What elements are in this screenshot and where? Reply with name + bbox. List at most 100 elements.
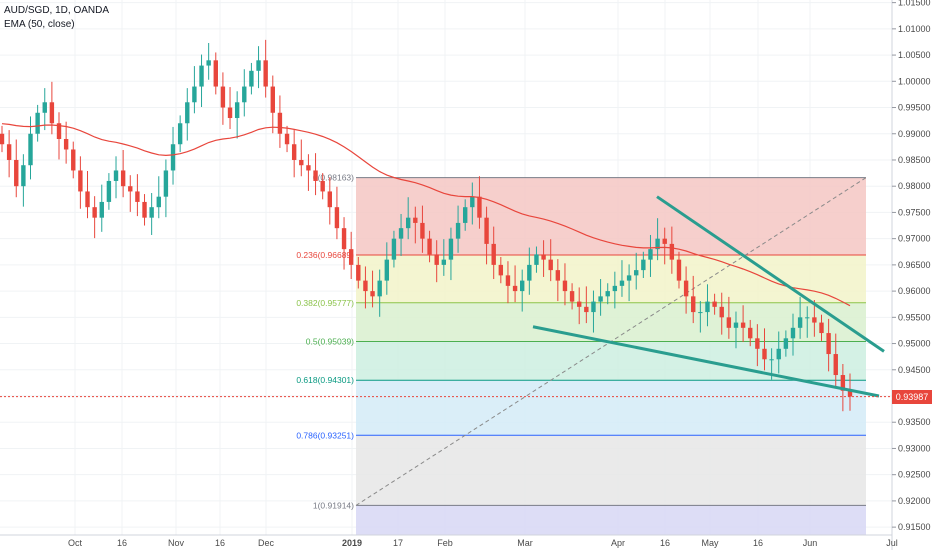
candle-body bbox=[662, 238, 667, 244]
candle-body bbox=[420, 222, 425, 239]
candle-body bbox=[313, 170, 318, 181]
time-tick-label: 16 bbox=[753, 538, 763, 548]
candle-body bbox=[213, 60, 218, 87]
price-tick-label: 1.01500 bbox=[898, 0, 931, 8]
candle-body bbox=[256, 60, 261, 71]
candle-body bbox=[242, 86, 247, 103]
price-tick-label: 0.91500 bbox=[898, 522, 931, 532]
time-tick-label: Oct bbox=[68, 538, 83, 548]
price-tick-label: 0.94500 bbox=[898, 365, 931, 375]
candle-body bbox=[641, 259, 646, 271]
candle-body bbox=[520, 280, 525, 292]
candle-body bbox=[648, 249, 653, 260]
chart-legend: AUD/SGD, 1D, OANDA EMA (50, close) bbox=[4, 4, 109, 32]
price-tick-label: 0.98000 bbox=[898, 181, 931, 191]
time-tick-label: Apr bbox=[611, 538, 625, 548]
candle-body bbox=[391, 238, 397, 260]
candle-body bbox=[562, 280, 568, 292]
candle-body bbox=[484, 217, 489, 244]
candle-body bbox=[99, 201, 104, 218]
fib-level-label: 1(0.91914) bbox=[313, 500, 354, 510]
fib-band bbox=[356, 505, 866, 535]
candle-body bbox=[63, 138, 69, 150]
candle-body bbox=[577, 301, 582, 307]
candle-body bbox=[142, 201, 147, 218]
time-tick-label: Dec bbox=[258, 538, 275, 548]
candle-body bbox=[819, 322, 824, 334]
candle-body bbox=[384, 259, 390, 281]
time-tick-label: 16 bbox=[215, 538, 225, 548]
candle-body bbox=[847, 390, 853, 397]
time-tick-label: 2019 bbox=[342, 538, 362, 548]
candle-body bbox=[113, 170, 119, 181]
candle-body bbox=[284, 133, 290, 145]
fib-level-label: 0.5(0.95039) bbox=[306, 337, 354, 347]
candle-body bbox=[712, 301, 717, 307]
candle-body bbox=[683, 280, 689, 297]
candle-body bbox=[427, 238, 432, 255]
time-tick-label: Feb bbox=[437, 538, 453, 548]
ema-indicator-label: EMA (50, close) bbox=[4, 19, 75, 30]
candle-body bbox=[6, 144, 12, 160]
candle-body bbox=[185, 102, 190, 124]
candle-body bbox=[263, 60, 268, 87]
candle-body bbox=[541, 254, 546, 260]
candle-body bbox=[348, 249, 354, 265]
price-tick-label: 0.97500 bbox=[898, 207, 931, 217]
candle-body bbox=[227, 107, 233, 119]
candle-body bbox=[163, 170, 169, 197]
candle-body bbox=[548, 259, 553, 271]
candle-body bbox=[598, 296, 603, 302]
candle-body bbox=[405, 217, 411, 229]
candle-body bbox=[534, 254, 539, 265]
candle-body bbox=[177, 123, 183, 145]
fib-band bbox=[356, 302, 866, 342]
fib-level-label: 0.618(0.94301) bbox=[296, 375, 354, 385]
candle-body bbox=[769, 359, 774, 361]
candle-body bbox=[740, 322, 746, 328]
candle-body bbox=[370, 291, 375, 297]
candle-body bbox=[477, 196, 482, 218]
candle-body bbox=[334, 207, 340, 229]
candle-body bbox=[327, 191, 332, 208]
candle-body bbox=[71, 149, 76, 171]
candle-body bbox=[42, 102, 47, 113]
fib-band bbox=[356, 254, 866, 303]
candle-body bbox=[56, 123, 62, 139]
fib-level-label: 0.236(0.96689) bbox=[296, 250, 354, 260]
candle-body bbox=[192, 86, 197, 103]
candle-body bbox=[705, 301, 710, 313]
candle-body bbox=[120, 170, 126, 187]
candle-body bbox=[470, 196, 475, 208]
fib-band bbox=[356, 177, 866, 255]
price-tick-label: 0.95000 bbox=[898, 339, 931, 349]
price-tick-label: 0.96000 bbox=[898, 286, 931, 296]
candle-body bbox=[356, 264, 361, 281]
fib-level-label: 0.786(0.93251) bbox=[296, 430, 354, 440]
candle-body bbox=[220, 86, 226, 108]
price-tick-label: 0.93500 bbox=[898, 417, 931, 427]
fib-band bbox=[356, 435, 866, 506]
candle-body bbox=[234, 102, 240, 119]
candle-body bbox=[441, 259, 447, 265]
candle-body bbox=[170, 144, 176, 171]
candle-body bbox=[605, 291, 610, 297]
candle-body bbox=[135, 191, 140, 202]
candle-body bbox=[149, 207, 154, 218]
price-tick-label: 0.92000 bbox=[898, 496, 931, 506]
fib-band bbox=[356, 341, 866, 381]
candle-body bbox=[626, 275, 632, 281]
candle-body bbox=[455, 222, 461, 239]
candle-body bbox=[448, 238, 454, 260]
price-tick-label: 0.97000 bbox=[898, 234, 931, 244]
candle-body bbox=[462, 207, 468, 223]
candle-body bbox=[833, 354, 838, 376]
candle-body bbox=[434, 254, 439, 265]
candle-body bbox=[128, 186, 133, 192]
price-tick-label: 0.96500 bbox=[898, 260, 931, 270]
price-tick-label: 1.00000 bbox=[898, 76, 931, 86]
price-tick-label: 0.93000 bbox=[898, 443, 931, 453]
candle-body bbox=[0, 133, 5, 145]
